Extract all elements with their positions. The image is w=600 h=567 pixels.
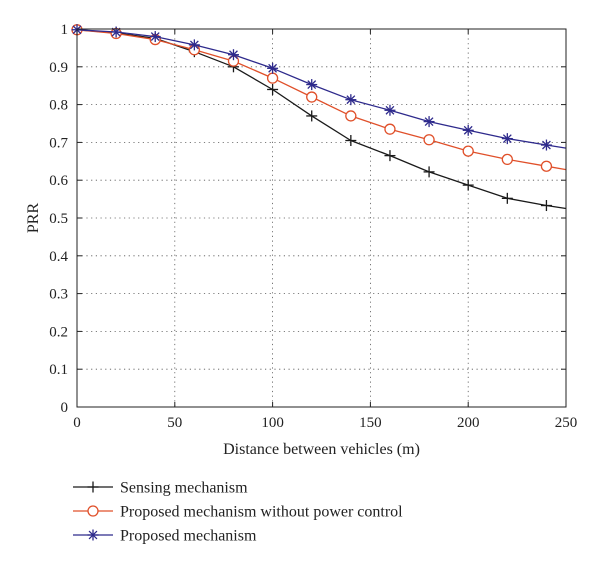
axis-ticks: 0 50 100 150 200 250 0 0.1 0.2 0.3 0.4 0.5 0.6 0.7 0.8… bbox=[49, 22, 577, 431]
legend-label: Proposed mechanism without power control bbox=[120, 504, 403, 521]
data-point-marker bbox=[267, 62, 279, 74]
y-tick-label: 0.4 bbox=[49, 249, 68, 265]
data-point-marker bbox=[149, 31, 161, 43]
x-tick-label: 100 bbox=[261, 415, 284, 431]
legend-item: Proposed mechanism without power control bbox=[73, 504, 403, 521]
x-tick-label: 50 bbox=[167, 415, 182, 431]
y-tick-label: 0.5 bbox=[49, 211, 68, 227]
y-tick-label: 0.7 bbox=[49, 135, 68, 151]
data-point-marker bbox=[384, 123, 396, 135]
legend-label: Proposed mechanism bbox=[120, 528, 257, 545]
data-point-marker bbox=[423, 134, 435, 146]
x-tick-label: 200 bbox=[457, 415, 480, 431]
data-point-marker bbox=[384, 150, 396, 162]
data-point-marker bbox=[501, 153, 513, 166]
data-point-marker bbox=[306, 79, 318, 91]
x-tick-label: 250 bbox=[555, 415, 578, 431]
data-point-marker bbox=[540, 200, 552, 212]
series-line bbox=[76, 29, 567, 171]
series-circle bbox=[71, 24, 567, 172]
y-tick-label: 0.3 bbox=[49, 287, 68, 303]
y-tick-label: 0.9 bbox=[49, 60, 68, 76]
legend: Sensing mechanism Proposed mechanism with… bbox=[73, 480, 403, 545]
data-point-marker bbox=[345, 135, 357, 147]
y-tick-label: 0.6 bbox=[49, 173, 68, 189]
data-point-marker bbox=[345, 94, 357, 106]
data-point-marker bbox=[423, 116, 435, 128]
data-point-marker bbox=[306, 91, 318, 103]
series-star bbox=[71, 24, 567, 151]
legend-item: Sensing mechanism bbox=[73, 480, 248, 497]
data-series bbox=[71, 24, 567, 212]
data-point-marker bbox=[423, 166, 435, 178]
data-point-marker bbox=[501, 133, 513, 145]
series-line bbox=[76, 29, 567, 210]
data-point-marker bbox=[267, 83, 279, 95]
series-plus bbox=[71, 24, 567, 212]
data-point-marker bbox=[462, 179, 474, 191]
data-point-marker bbox=[540, 160, 553, 172]
data-point-marker bbox=[462, 124, 474, 136]
y-tick-label: 0.1 bbox=[49, 362, 68, 378]
y-axis-title: PRR bbox=[25, 203, 42, 234]
legend-marker bbox=[87, 505, 99, 517]
data-point-marker bbox=[306, 110, 318, 122]
legend-marker bbox=[87, 481, 99, 493]
x-tick-label: 150 bbox=[359, 415, 382, 431]
data-point-marker bbox=[462, 145, 474, 157]
x-axis-title: Distance between vehicles (m) bbox=[223, 441, 420, 458]
data-point-marker bbox=[188, 39, 200, 51]
data-point-marker bbox=[345, 110, 357, 122]
y-tick-label: 1 bbox=[61, 22, 69, 38]
series-line bbox=[76, 29, 567, 149]
y-tick-label: 0 bbox=[61, 400, 69, 416]
legend-label: Sensing mechanism bbox=[120, 480, 248, 497]
y-tick-label: 0.2 bbox=[49, 324, 68, 340]
x-tick-label: 0 bbox=[73, 415, 81, 431]
data-point-marker bbox=[266, 72, 279, 84]
grid-lines bbox=[77, 29, 566, 407]
data-point-marker bbox=[540, 139, 552, 151]
legend-item: Proposed mechanism bbox=[73, 528, 257, 545]
data-point-marker bbox=[501, 192, 513, 204]
legend-marker bbox=[87, 529, 99, 541]
data-point-marker bbox=[110, 26, 122, 38]
y-tick-label: 0.8 bbox=[49, 98, 68, 114]
data-point-marker bbox=[384, 104, 396, 116]
data-point-marker bbox=[227, 49, 239, 61]
